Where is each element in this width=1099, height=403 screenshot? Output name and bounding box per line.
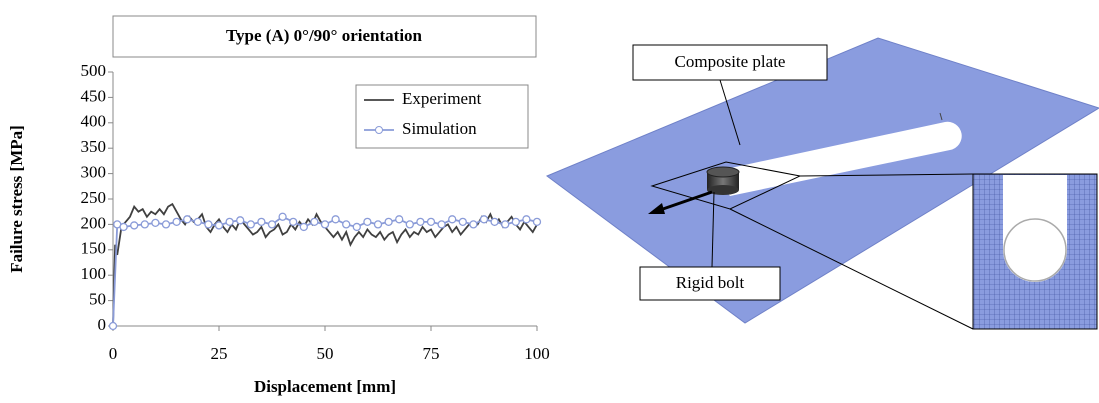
point	[205, 221, 212, 228]
point	[237, 217, 244, 224]
point	[131, 222, 138, 229]
legend-label: Experiment	[402, 89, 482, 108]
x-axis-label: Displacement [mm]	[254, 377, 396, 396]
point	[216, 222, 223, 229]
y-tick-label: 450	[81, 86, 107, 105]
point	[120, 223, 127, 230]
point	[173, 218, 180, 225]
x-tick-label: 100	[524, 344, 550, 363]
point	[300, 223, 307, 230]
point	[438, 221, 445, 228]
figure: Type (A) 0°/90° orientation Failure stre…	[0, 0, 1099, 403]
y-tick-label: 50	[89, 290, 106, 309]
point	[163, 221, 170, 228]
bolt-label: Rigid bolt	[676, 273, 745, 292]
point	[385, 218, 392, 225]
y-tick-label: 300	[81, 163, 107, 182]
point	[459, 218, 466, 225]
y-tick-label: 100	[81, 264, 107, 283]
x-tick-label: 50	[317, 344, 334, 363]
point	[428, 218, 435, 225]
y-axis-label: Failure stress [MPa]	[7, 125, 26, 273]
legend-marker	[376, 127, 383, 134]
point	[322, 221, 329, 228]
point	[311, 218, 318, 225]
point	[353, 223, 360, 230]
x-tick-label: 75	[423, 344, 440, 363]
legend-label: Simulation	[402, 119, 477, 138]
point	[258, 218, 265, 225]
point	[141, 221, 148, 228]
point	[152, 219, 159, 226]
point	[375, 221, 382, 228]
point	[194, 218, 201, 225]
y-tick-label: 400	[81, 112, 107, 131]
point	[523, 216, 530, 223]
x-tick-label: 0	[109, 344, 118, 363]
point	[491, 218, 498, 225]
y-tick-label: 200	[81, 213, 107, 232]
point	[332, 216, 339, 223]
point	[343, 221, 350, 228]
point	[534, 218, 541, 225]
y-tick-label: 500	[81, 61, 107, 80]
plate-label: Composite plate	[675, 52, 786, 71]
point	[247, 221, 254, 228]
point	[417, 218, 424, 225]
series-line	[113, 217, 537, 326]
y-tick-label: 0	[98, 315, 107, 334]
point	[406, 221, 413, 228]
x-tick-label: 25	[211, 344, 228, 363]
point	[279, 213, 286, 220]
point	[290, 218, 297, 225]
chart-title: Type (A) 0°/90° orientation	[226, 26, 423, 45]
point	[269, 221, 276, 228]
point	[481, 216, 488, 223]
bolt-top	[707, 167, 739, 177]
y-tick-label: 150	[81, 239, 107, 258]
y-tick-label: 250	[81, 188, 107, 207]
y-tick-label: 350	[81, 137, 107, 156]
point	[512, 218, 519, 225]
point	[364, 218, 371, 225]
point	[502, 221, 509, 228]
point	[110, 323, 117, 330]
point	[184, 216, 191, 223]
point	[449, 216, 456, 223]
point	[226, 218, 233, 225]
point	[470, 221, 477, 228]
point	[396, 216, 403, 223]
page: {"chart_data": {"type": "line", "title":…	[0, 0, 1099, 403]
